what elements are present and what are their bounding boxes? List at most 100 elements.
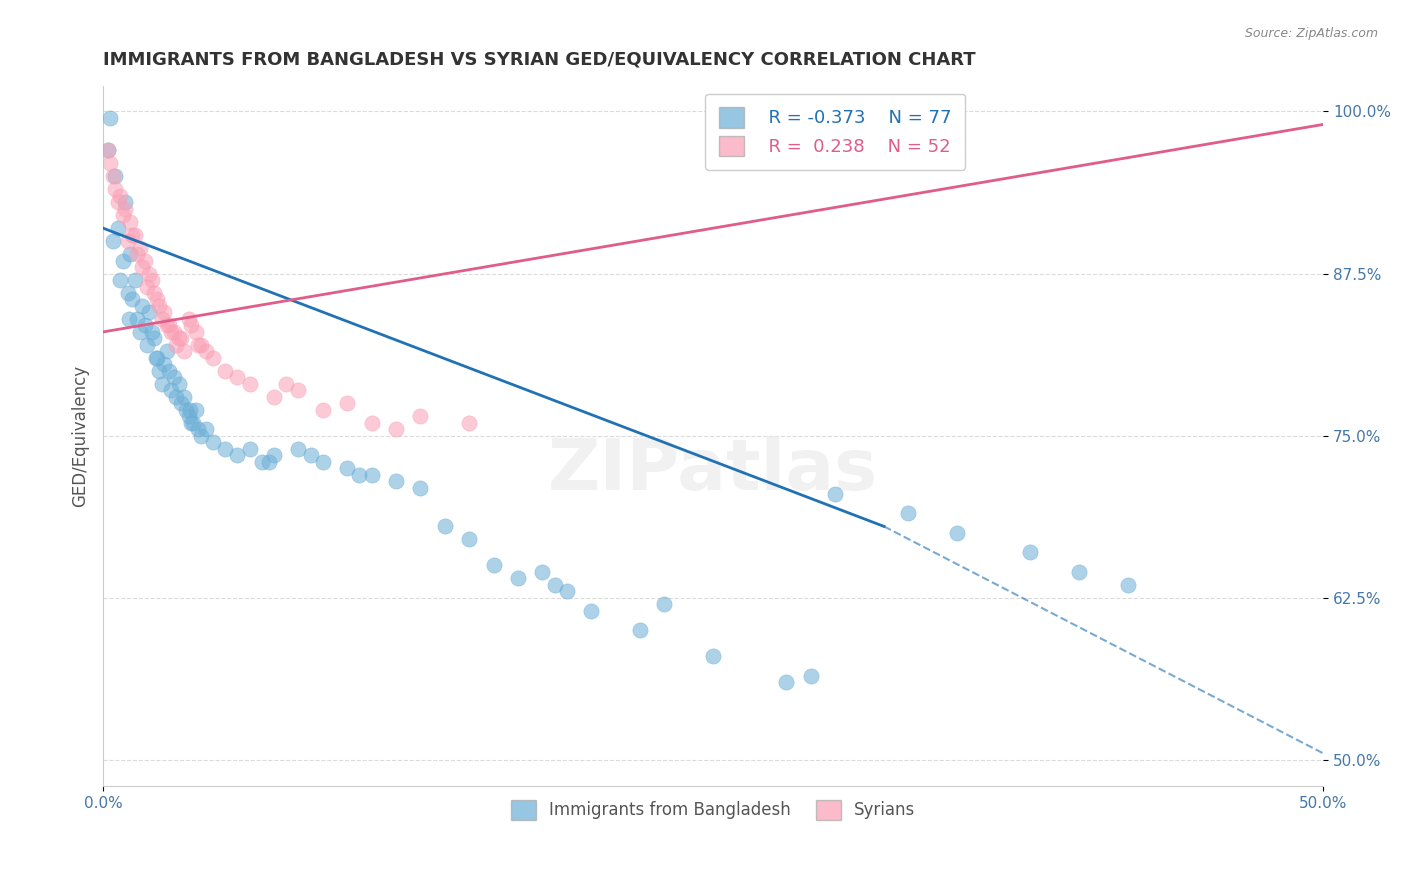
Text: Source: ZipAtlas.com: Source: ZipAtlas.com	[1244, 27, 1378, 40]
Point	[114, 202, 136, 216]
Point	[543, 578, 565, 592]
Point	[118, 215, 141, 229]
Point	[157, 364, 180, 378]
Point	[145, 351, 167, 365]
Point	[201, 435, 224, 450]
Point	[136, 338, 159, 352]
Point	[336, 461, 359, 475]
Point	[167, 376, 190, 391]
Point	[287, 442, 309, 456]
Point	[167, 331, 190, 345]
Point	[226, 448, 249, 462]
Point	[173, 390, 195, 404]
Point	[150, 312, 173, 326]
Point	[263, 390, 285, 404]
Point	[134, 253, 156, 268]
Point	[141, 325, 163, 339]
Point	[118, 312, 141, 326]
Point	[107, 195, 129, 210]
Point	[183, 416, 205, 430]
Point	[148, 299, 170, 313]
Point	[124, 273, 146, 287]
Point	[312, 454, 335, 468]
Point	[800, 668, 823, 682]
Point	[107, 221, 129, 235]
Point	[155, 318, 177, 333]
Point	[194, 344, 217, 359]
Point	[263, 448, 285, 462]
Text: IMMIGRANTS FROM BANGLADESH VS SYRIAN GED/EQUIVALENCY CORRELATION CHART: IMMIGRANTS FROM BANGLADESH VS SYRIAN GED…	[103, 51, 976, 69]
Point	[138, 267, 160, 281]
Point	[121, 293, 143, 307]
Point	[214, 364, 236, 378]
Point	[482, 558, 505, 573]
Point	[128, 325, 150, 339]
Point	[153, 357, 176, 371]
Point	[458, 533, 481, 547]
Point	[108, 273, 131, 287]
Point	[153, 305, 176, 319]
Point	[163, 325, 186, 339]
Point	[385, 474, 408, 488]
Point	[173, 344, 195, 359]
Point	[179, 402, 201, 417]
Point	[775, 675, 797, 690]
Point	[117, 234, 139, 248]
Point	[654, 597, 676, 611]
Point	[148, 364, 170, 378]
Point	[97, 144, 120, 158]
Point	[160, 384, 183, 398]
Point	[1116, 578, 1139, 592]
Point	[114, 195, 136, 210]
Point	[143, 331, 166, 345]
Point	[276, 376, 298, 391]
Point	[628, 623, 651, 637]
Point	[160, 325, 183, 339]
Point	[579, 604, 602, 618]
Point	[187, 422, 209, 436]
Point	[287, 384, 309, 398]
Point	[180, 318, 202, 333]
Point	[124, 227, 146, 242]
Point	[165, 338, 187, 352]
Point	[506, 571, 529, 585]
Point	[312, 402, 335, 417]
Point	[458, 416, 481, 430]
Point	[111, 208, 134, 222]
Point	[409, 481, 432, 495]
Point	[299, 448, 322, 462]
Point	[194, 422, 217, 436]
Point	[127, 312, 149, 326]
Point	[555, 584, 578, 599]
Point	[946, 525, 969, 540]
Point	[150, 376, 173, 391]
Point	[170, 331, 193, 345]
Point	[336, 396, 359, 410]
Point	[174, 402, 197, 417]
Point	[131, 299, 153, 313]
Point	[385, 422, 408, 436]
Point	[433, 519, 456, 533]
Point	[214, 442, 236, 456]
Point	[1019, 545, 1042, 559]
Point	[349, 467, 371, 482]
Point	[531, 565, 554, 579]
Point	[190, 338, 212, 352]
Point	[177, 409, 200, 424]
Point	[101, 169, 124, 184]
Point	[121, 227, 143, 242]
Point	[360, 467, 382, 482]
Point	[946, 150, 969, 164]
Point	[201, 351, 224, 365]
Point	[127, 247, 149, 261]
Point	[187, 338, 209, 352]
Point	[165, 390, 187, 404]
Point	[131, 260, 153, 274]
Point	[184, 325, 207, 339]
Point	[141, 273, 163, 287]
Point	[257, 454, 280, 468]
Point	[170, 396, 193, 410]
Point	[180, 416, 202, 430]
Point	[146, 351, 169, 365]
Point	[136, 279, 159, 293]
